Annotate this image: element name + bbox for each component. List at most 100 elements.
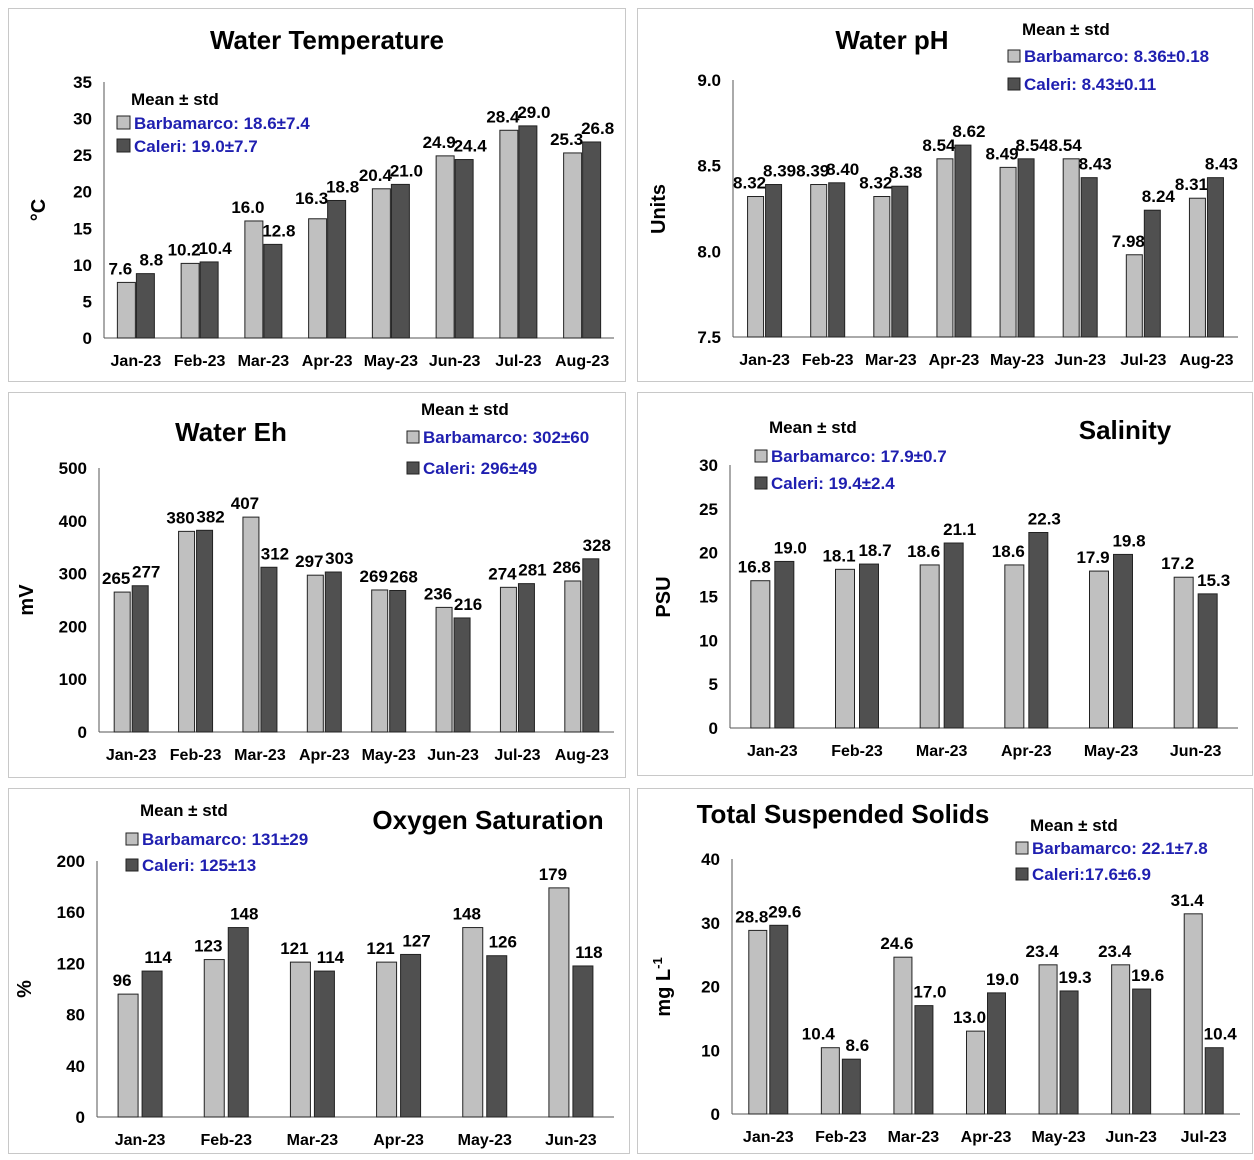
x-tick-label: Feb-23 bbox=[802, 352, 854, 369]
x-tick-label: Jan-23 bbox=[743, 1129, 794, 1146]
y-tick-label: 20 bbox=[699, 544, 718, 563]
y-tick-label: 100 bbox=[59, 670, 87, 689]
data-label: 265 bbox=[102, 569, 130, 588]
y-axis-title: mg L-1 bbox=[650, 957, 675, 1016]
bar-barbamarco bbox=[873, 196, 891, 338]
data-label: 123 bbox=[194, 937, 222, 956]
x-tick-label: May-23 bbox=[362, 747, 416, 764]
y-tick-label: 0 bbox=[711, 1105, 720, 1124]
bar-barbamarco bbox=[748, 929, 768, 1115]
bar-caleri bbox=[859, 563, 879, 729]
y-tick-label: 5 bbox=[709, 675, 718, 694]
bar-caleri bbox=[454, 159, 474, 339]
data-label: 8.49 bbox=[986, 144, 1019, 163]
data-label: 8.62 bbox=[952, 122, 985, 141]
data-label: 17.0 bbox=[913, 983, 946, 1002]
data-label: 8.39 bbox=[796, 162, 829, 181]
data-label: 21.1 bbox=[943, 520, 976, 539]
salinity-chart: 0 5 10 15 20 25 30 PSU Salinity 16.819.0 Jan-23 18.… bbox=[653, 415, 1238, 760]
bar-caleri bbox=[260, 566, 278, 733]
bar-caleri bbox=[1080, 177, 1098, 338]
bar-barbamarco bbox=[117, 993, 139, 1118]
data-label: 23.4 bbox=[1098, 942, 1132, 961]
data-label: 28.8 bbox=[735, 907, 768, 926]
legend-heading: Mean ± std bbox=[1022, 20, 1110, 39]
x-tick-label: Jan-23 bbox=[115, 1132, 166, 1149]
data-label: 19.0 bbox=[774, 538, 807, 557]
data-label: 24.4 bbox=[454, 137, 488, 156]
data-label: 8.32 bbox=[733, 174, 766, 193]
data-label: 29.0 bbox=[517, 103, 550, 122]
bar-caleri bbox=[774, 560, 795, 729]
data-label: 10.4 bbox=[1204, 1025, 1238, 1044]
bar-barbamarco bbox=[563, 152, 583, 339]
y-tick-label: 10 bbox=[699, 631, 718, 650]
y-tick-label: 160 bbox=[57, 903, 85, 922]
bar-caleri bbox=[841, 1058, 861, 1115]
bar-caleri bbox=[486, 955, 508, 1118]
x-tick-label: Jan-23 bbox=[747, 743, 798, 760]
x-tick-label: Jul-23 bbox=[1120, 352, 1166, 369]
legend-entry-caleri: Caleri: 19.0±7.7 bbox=[134, 137, 258, 156]
y-tick-label: 300 bbox=[59, 565, 87, 584]
x-tick-label: Apr-23 bbox=[929, 352, 980, 369]
data-label: 10.4 bbox=[802, 1025, 836, 1044]
bar-caleri bbox=[263, 243, 283, 339]
bar-caleri bbox=[1206, 177, 1224, 338]
data-label: 96 bbox=[113, 971, 132, 990]
y-tick-label: 200 bbox=[57, 852, 85, 871]
data-label: 179 bbox=[539, 865, 567, 884]
data-label: 8.43 bbox=[1079, 155, 1112, 174]
data-label: 29.6 bbox=[768, 902, 801, 921]
y-tick-label: 15 bbox=[73, 219, 92, 238]
y-tick-label: 0 bbox=[78, 723, 87, 742]
y-axis-title: °C bbox=[28, 199, 50, 221]
bar-barbamarco bbox=[499, 586, 517, 733]
y-axis-title-superscript: -1 bbox=[650, 957, 665, 969]
legend-heading: Mean ± std bbox=[131, 90, 219, 109]
bar-caleri bbox=[1197, 593, 1218, 729]
chart-title: Salinity bbox=[1079, 415, 1172, 445]
legend-entry-barbamarco: Barbamarco: 22.1±7.8 bbox=[1032, 839, 1208, 858]
y-tick-label: 500 bbox=[59, 459, 87, 478]
bar-barbamarco bbox=[1004, 564, 1025, 729]
data-label: 8.54 bbox=[1049, 136, 1083, 155]
x-tick-label: Feb-23 bbox=[815, 1129, 867, 1146]
data-label: 10.2 bbox=[168, 240, 201, 259]
x-tick-label: Jul-23 bbox=[494, 747, 540, 764]
y-tick-label: 30 bbox=[699, 456, 718, 475]
y-tick-label: 20 bbox=[701, 978, 720, 997]
legend-swatch-caleri bbox=[754, 476, 768, 490]
eh-panel: 0 100 200 300 400 500 mV Water Eh 265 277 Jan-23 38… bbox=[8, 392, 626, 778]
data-label: 23.4 bbox=[1026, 942, 1060, 961]
bar-barbamarco bbox=[750, 580, 771, 729]
bar-barbamarco bbox=[242, 516, 260, 733]
x-tick-label: Jan-23 bbox=[739, 352, 790, 369]
legend-swatch-barbamarco bbox=[754, 449, 768, 463]
data-label: 8.24 bbox=[1142, 187, 1176, 206]
bar-caleri bbox=[518, 125, 538, 339]
bar-barbamarco bbox=[1089, 570, 1109, 729]
bar-barbamarco bbox=[999, 166, 1017, 338]
bar-barbamarco bbox=[820, 1047, 840, 1115]
data-label: 126 bbox=[489, 933, 517, 952]
bar-caleri bbox=[914, 1005, 934, 1115]
bar-barbamarco bbox=[1183, 913, 1203, 1115]
y-tick-label: 7.5 bbox=[697, 328, 721, 347]
bar-barbamarco bbox=[1125, 254, 1143, 338]
data-label: 17.9 bbox=[1076, 548, 1109, 567]
bar-barbamarco bbox=[499, 129, 519, 339]
salinity-panel: 0 5 10 15 20 25 30 PSU Salinity 16.8 19.0 Jan-23 18.… bbox=[637, 392, 1253, 776]
temperature-chart: 0 5 10 15 20 25 30 35 °C Water Temperature 7.6 8.8 J… bbox=[28, 25, 614, 370]
x-tick-label: Feb-23 bbox=[170, 747, 222, 764]
x-tick-label: Apr-23 bbox=[1001, 743, 1052, 760]
legend-swatch-barbamarco bbox=[1007, 49, 1021, 63]
bar-caleri bbox=[327, 199, 347, 339]
x-tick-label: Mar-23 bbox=[916, 743, 968, 760]
data-label: 12.8 bbox=[262, 221, 295, 240]
bar-barbamarco bbox=[893, 956, 913, 1115]
bar-caleri bbox=[582, 141, 602, 339]
temperature-panel: 0 5 10 15 20 25 30 35 °C Water Temperature 7.6 8.8 J… bbox=[8, 8, 626, 382]
y-tick-label: 25 bbox=[73, 146, 92, 165]
bar-caleri bbox=[517, 583, 535, 733]
